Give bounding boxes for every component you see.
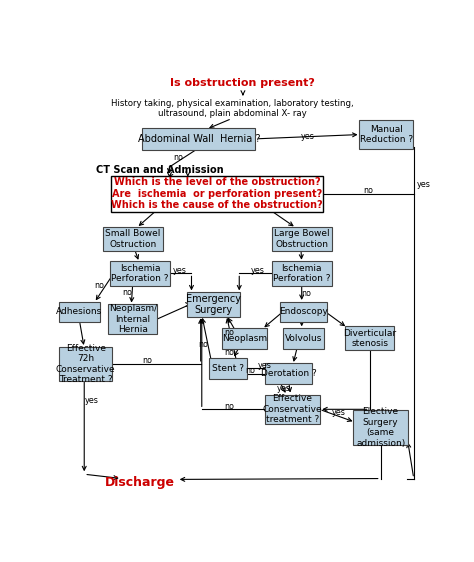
Text: Neoplasm/
Internal
Hernia: Neoplasm/ Internal Hernia (109, 305, 157, 334)
FancyBboxPatch shape (359, 120, 413, 149)
Text: yes: yes (416, 180, 430, 189)
FancyBboxPatch shape (110, 261, 170, 285)
Text: Endoscopy: Endoscopy (279, 307, 328, 316)
Text: no: no (245, 366, 255, 375)
Text: Adhesions: Adhesions (56, 307, 102, 316)
FancyBboxPatch shape (187, 292, 240, 317)
Text: no: no (224, 328, 234, 337)
FancyBboxPatch shape (108, 304, 157, 334)
FancyBboxPatch shape (272, 261, 332, 285)
Text: no: no (173, 152, 183, 161)
Text: Discharge: Discharge (105, 477, 175, 490)
Text: Large Bowel
Obstruction: Large Bowel Obstruction (274, 229, 329, 248)
Text: Abdominal Wall  Hernia ?: Abdominal Wall Hernia ? (137, 134, 260, 144)
Text: Ischemia
Perforation ?: Ischemia Perforation ? (273, 264, 330, 283)
Text: yes: yes (300, 132, 314, 141)
Text: Emergency
Surgery: Emergency Surgery (186, 294, 241, 315)
FancyBboxPatch shape (103, 226, 163, 251)
Text: no: no (198, 340, 208, 349)
Text: Effective
Conservative
treatment ?: Effective Conservative treatment ? (263, 395, 322, 424)
Text: yes: yes (173, 266, 187, 275)
FancyBboxPatch shape (354, 410, 408, 445)
Text: Diverticular
stenosis: Diverticular stenosis (343, 329, 396, 348)
Text: Elective
Surgery
(same
admission): Elective Surgery (same admission) (356, 407, 405, 447)
Text: yes: yes (332, 408, 346, 417)
Text: no: no (142, 356, 153, 365)
Text: yes: yes (251, 266, 264, 275)
Text: Derotation ?: Derotation ? (261, 369, 317, 378)
Text: Small Bowel
Ostruction: Small Bowel Ostruction (105, 229, 160, 248)
Text: Ischemia
Perforation ?: Ischemia Perforation ? (111, 264, 169, 283)
Text: no: no (363, 186, 373, 195)
Text: yes: yes (276, 384, 290, 393)
Text: CT Scan and Admission: CT Scan and Admission (96, 165, 224, 175)
Text: no: no (122, 288, 132, 297)
Text: no: no (94, 281, 104, 290)
Text: Stent ?: Stent ? (212, 364, 244, 373)
FancyBboxPatch shape (265, 395, 319, 424)
Text: History taking, physical examination, laboratory testing,
ultrasound, plain abdo: History taking, physical examination, la… (110, 99, 353, 118)
FancyBboxPatch shape (272, 226, 332, 251)
FancyBboxPatch shape (265, 364, 312, 384)
Text: Effective
72h
Conservative
Treatment ?: Effective 72h Conservative Treatment ? (56, 344, 116, 384)
Text: no: no (301, 289, 311, 298)
Text: no: no (224, 402, 234, 411)
FancyBboxPatch shape (283, 328, 324, 348)
Text: Manual
Reduction ?: Manual Reduction ? (360, 125, 413, 144)
Text: Is obstruction present?: Is obstruction present? (171, 78, 315, 88)
FancyBboxPatch shape (280, 302, 327, 323)
FancyBboxPatch shape (142, 128, 255, 149)
FancyBboxPatch shape (111, 176, 323, 212)
Text: no: no (224, 348, 234, 357)
FancyBboxPatch shape (59, 302, 100, 323)
Text: Neoplasm: Neoplasm (222, 334, 267, 343)
Text: yes: yes (85, 396, 99, 405)
FancyBboxPatch shape (59, 347, 112, 381)
FancyBboxPatch shape (222, 328, 267, 348)
FancyBboxPatch shape (210, 358, 247, 379)
FancyBboxPatch shape (345, 326, 394, 351)
Text: Volvolus: Volvolus (285, 334, 322, 343)
Text: Which is the level of the obstruction?
Are  ischemia  or perforation present?
Wh: Which is the level of the obstruction? A… (111, 177, 323, 210)
Text: yes: yes (257, 361, 271, 370)
